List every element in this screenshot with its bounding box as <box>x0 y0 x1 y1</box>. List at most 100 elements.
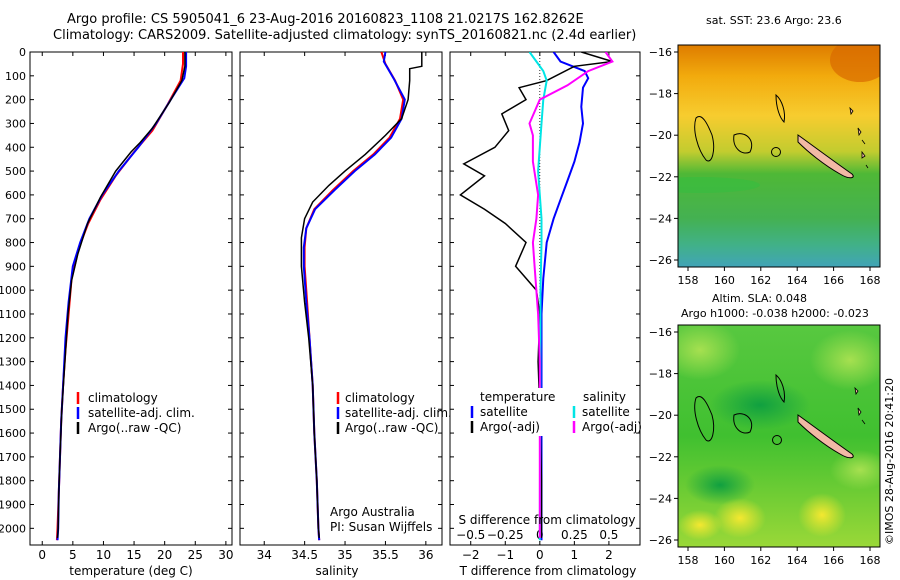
map-lat-label: −20 <box>649 129 672 142</box>
map-lon-label: 164 <box>787 274 808 287</box>
sla-map-ticks: 158 160 162 164 166 168 −16 −18 −20 −22 −24 −26 <box>649 326 881 567</box>
depth-tick-label: 900 <box>5 260 26 273</box>
depth-tick-label: 1800 <box>0 475 26 488</box>
difference-series <box>459 52 614 541</box>
series-line-argo <box>56 52 186 538</box>
copyright-timestamp: ©IMOS 28-Aug-2016 20:41:20 <box>883 378 896 545</box>
depth-tick-label: 1900 <box>0 499 26 512</box>
depth-tick-label: 400 <box>5 141 26 154</box>
s-tick-label: 0.5 <box>599 528 618 542</box>
sla-map-frame <box>677 324 881 548</box>
legend-label: satellite-adj. clim. <box>345 406 452 420</box>
s-tick-label: −0.5 <box>456 528 485 542</box>
map-lon-label: 168 <box>860 274 881 287</box>
temperature-legend: climatology satellite-adj. clim. Argo(..… <box>76 391 195 435</box>
map-lon-label: 162 <box>750 554 771 567</box>
sla-map: Altim. SLA: 0.048 Argo h1000: -0.038 h20… <box>649 292 881 567</box>
sst-map-title: sat. SST: 23.6 Argo: 23.6 <box>706 14 842 27</box>
depth-tick-label: 800 <box>5 237 26 250</box>
depth-tick-label: 700 <box>5 213 26 226</box>
s-difference-axis-label: S difference from climatology <box>459 513 636 527</box>
salinity-series <box>300 52 423 541</box>
map-lon-label: 162 <box>750 274 771 287</box>
map-lat-label: −20 <box>649 409 672 422</box>
depth-tick-label: 1300 <box>0 356 26 369</box>
sst-map: sat. SST: 23.6 Argo: 23.6 158 160 162 164 16… <box>649 14 881 287</box>
salinity-panel: 34 34.5 35 35.5 36 climatology satellite-adj… <box>239 51 452 578</box>
x-tick-label: 36 <box>418 548 433 562</box>
depth-tick-label: 200 <box>5 94 26 107</box>
map-lat-label: −26 <box>649 534 672 547</box>
series-line-s_satellite <box>528 52 548 541</box>
depth-tick-label: 1600 <box>0 427 26 440</box>
x-tick-label: 35.5 <box>372 548 399 562</box>
salinity-depth-ticks <box>240 51 442 529</box>
x-tick-label: 35 <box>337 548 352 562</box>
t-difference-tick-labels: −2 −1 0 1 2 <box>462 52 613 562</box>
legend-label: satellite-adj. clim. <box>88 406 195 420</box>
map-lat-label: −26 <box>649 254 672 267</box>
x-tick-label: −2 <box>462 548 480 562</box>
difference-panel-frame <box>449 51 641 546</box>
map-lat-label: −16 <box>649 46 672 59</box>
depth-tick-label: 1000 <box>0 284 26 297</box>
legend-label: climatology <box>88 391 158 405</box>
salinity-tick-labels: 34 34.5 35 35.5 36 <box>257 52 433 562</box>
t-difference-axis-label: T difference from climatology <box>459 564 637 578</box>
sla-map-title-line-1: Altim. SLA: 0.048 <box>712 292 807 305</box>
x-tick-label: 15 <box>126 548 141 562</box>
header-line-2: Climatology: CARS2009. Satellite-adjuste… <box>53 28 636 43</box>
header-line-1: Argo profile: CS 5905041_6 23-Aug-2016 2… <box>67 12 584 27</box>
sla-map-title-line-2: Argo h1000: -0.038 h2000: -0.023 <box>681 307 869 320</box>
x-tick-label: 0 <box>38 548 46 562</box>
s-tick-label: −0.25 <box>487 528 524 542</box>
depth-tick-label: 1100 <box>0 308 26 321</box>
map-lat-label: −18 <box>649 88 672 101</box>
map-lat-label: −24 <box>649 492 672 505</box>
map-lat-label: −16 <box>649 326 672 339</box>
salinity-axis-label: salinity <box>315 564 358 578</box>
legend-label: satellite <box>582 405 630 419</box>
credit-line-2: PI: Susan Wijffels <box>330 520 432 534</box>
sst-map-ticks: 158 160 162 164 166 168 −16 −18 −20 −22 −24 −26 <box>649 46 881 287</box>
depth-tick-label: 1400 <box>0 379 26 392</box>
legend-label: Argo(..raw -QC) <box>345 421 438 435</box>
x-tick-label: −1 <box>496 548 514 562</box>
depth-tick-labels: 0 100 200 300 400 500 600 700 800 900 1000 1100 1200… <box>0 46 232 535</box>
temperature-panel: 0100200300400500600700800900100011001200… <box>0 46 234 578</box>
map-lon-label: 158 <box>678 554 699 567</box>
temperature-series <box>55 52 188 541</box>
sst-map-frame <box>677 44 881 268</box>
depth-tick-label: 1700 <box>0 451 26 464</box>
salinity-legend: climatology satellite-adj. clim. Argo(..… <box>336 391 452 435</box>
s-difference-tick-labels: −0.5 −0.25 0 0.25 0.5 <box>456 528 618 542</box>
legend-title-temperature: temperature <box>480 390 555 404</box>
depth-tick-label: 1500 <box>0 403 26 416</box>
s-tick-label: 0.25 <box>561 528 588 542</box>
difference-panel: −2 −1 0 1 2 −0.5 −0.25 0 0.25 0.5 temperature sa… <box>449 51 642 578</box>
x-tick-label: 0 <box>536 548 544 562</box>
depth-tick-label: 1200 <box>0 332 26 345</box>
series-line-argo <box>300 52 423 538</box>
x-tick-label: 1 <box>571 548 579 562</box>
x-tick-label: 10 <box>96 548 111 562</box>
x-tick-label: 30 <box>218 548 233 562</box>
x-tick-label: 2 <box>605 548 613 562</box>
legend-label: Argo(-adj) <box>582 420 642 434</box>
credit-line-1: Argo Australia <box>330 505 415 519</box>
map-lat-label: −22 <box>649 451 672 464</box>
map-lon-label: 164 <box>787 554 808 567</box>
x-tick-label: 20 <box>157 548 172 562</box>
temperature-axis-label: temperature (deg C) <box>69 564 192 578</box>
map-lon-label: 160 <box>714 554 735 567</box>
map-lon-label: 166 <box>823 554 844 567</box>
temperature-tick-labels: 0 5 10 15 20 25 30 <box>38 52 234 562</box>
legend-label: Argo(-adj) <box>480 420 540 434</box>
difference-legend: temperature salinity satellite Argo(-adj… <box>470 390 642 434</box>
map-lon-label: 160 <box>714 274 735 287</box>
depth-tick-label: 600 <box>5 189 26 202</box>
difference-legend-box <box>468 388 636 436</box>
map-lon-label: 168 <box>860 554 881 567</box>
map-lon-label: 166 <box>823 274 844 287</box>
